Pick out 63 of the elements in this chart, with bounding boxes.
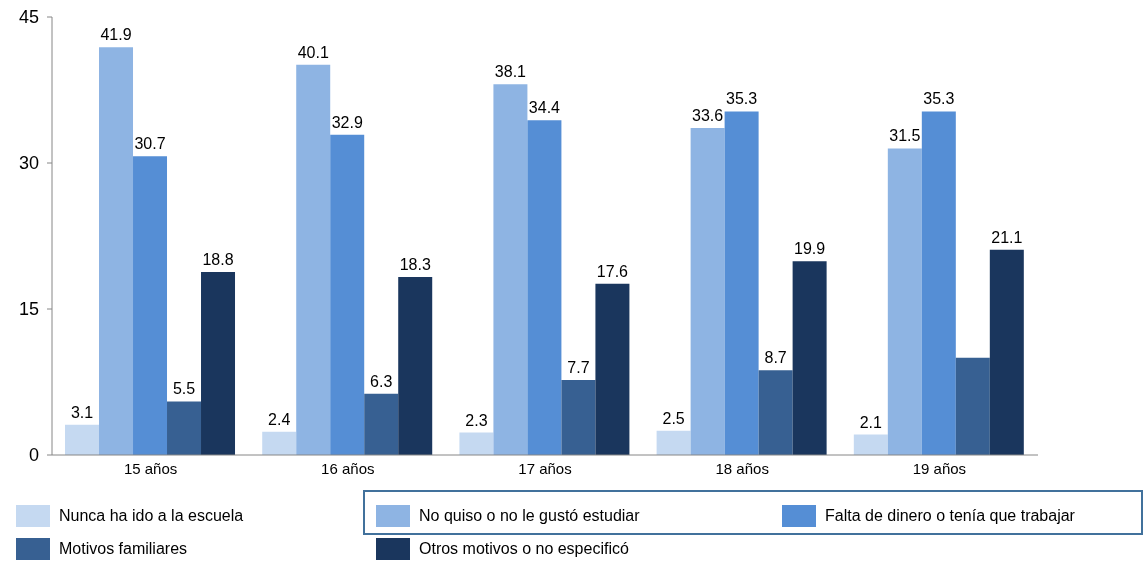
legend-label: Nunca ha ido a la escuela (59, 507, 244, 525)
bar (364, 393, 399, 455)
bar (330, 134, 365, 455)
bar (690, 127, 725, 455)
bar (955, 357, 990, 455)
bar (561, 380, 596, 455)
legend-label: No quiso o no le gustó estudiar (419, 507, 640, 525)
data-label: 31.5 (889, 127, 921, 145)
bar (262, 431, 297, 455)
data-label: 8.7 (764, 349, 787, 367)
data-label: 18.3 (399, 255, 431, 273)
y-tick-label: 0 (28, 445, 39, 466)
data-label: 2.4 (268, 410, 291, 428)
bar (527, 120, 562, 455)
x-tick-label: 17 años (518, 459, 572, 477)
data-label: 35.3 (923, 90, 955, 108)
data-label: 33.6 (692, 106, 724, 124)
data-label: 35.3 (726, 90, 758, 108)
data-label: 32.9 (331, 113, 363, 131)
bar (758, 370, 793, 455)
data-label: 30.7 (134, 135, 166, 153)
y-tick-label: 45 (18, 7, 39, 28)
data-label: 19.9 (794, 240, 826, 258)
legend-label: Falta de dinero o tenía que trabajar (825, 507, 1075, 525)
data-label: 38.1 (494, 63, 527, 81)
x-tick-label: 15 años (123, 459, 178, 477)
bar (133, 156, 168, 455)
x-tick-label: 19 años (912, 459, 967, 477)
bar (398, 276, 433, 455)
bar (493, 84, 528, 455)
data-label: 2.5 (662, 409, 685, 427)
bar (595, 283, 630, 455)
data-label: 40.1 (297, 43, 329, 61)
bar (989, 249, 1024, 455)
y-tick-label: 30 (18, 153, 39, 174)
bar (459, 432, 494, 455)
bar (724, 111, 759, 455)
bar (853, 434, 888, 455)
bar (887, 148, 922, 455)
legend-label: Motivos familiares (59, 540, 188, 558)
data-label: 5.5 (172, 380, 196, 398)
data-label: 18.8 (202, 251, 234, 269)
data-label: 2.1 (859, 413, 883, 431)
bar (792, 261, 827, 455)
data-label: 7.7 (567, 359, 590, 377)
data-label: 41.9 (100, 26, 132, 44)
bar (167, 401, 202, 455)
legend-label: Otros motivos o no especificó (419, 540, 629, 558)
bar (921, 111, 956, 455)
x-tick-label: 18 años (715, 459, 769, 477)
data-label: 34.4 (528, 99, 561, 117)
bar (65, 424, 100, 455)
data-label: 17.6 (596, 262, 629, 280)
bar (296, 64, 331, 455)
data-label: 3.1 (70, 403, 94, 421)
data-label: 2.3 (465, 411, 488, 429)
y-tick-label: 15 (18, 299, 39, 320)
bar (201, 272, 236, 455)
x-tick-label: 16 años (321, 459, 375, 477)
data-label: 21.1 (991, 228, 1023, 246)
data-label: 6.3 (370, 372, 393, 390)
bar (656, 430, 691, 455)
bar (99, 47, 134, 455)
